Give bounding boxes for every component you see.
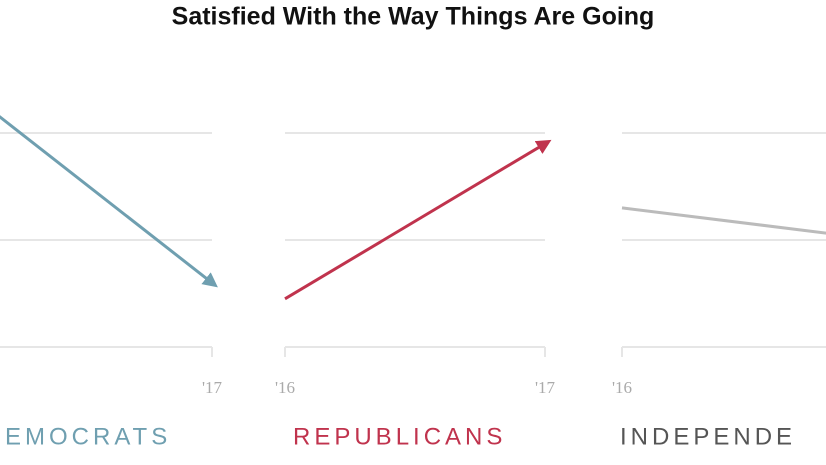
data-line [284, 139, 552, 301]
panel-label: REPUBLICANS [293, 423, 506, 450]
panel-label: EMOCRATS [5, 423, 171, 450]
panel-label: INDEPENDE [620, 423, 796, 450]
x-tick-label: '17 [202, 378, 223, 397]
data-line [621, 206, 826, 235]
x-tick-label: '17 [535, 378, 556, 397]
data-line [0, 115, 218, 288]
x-tick-label: '16 [612, 378, 632, 397]
x-tick-label: '16 [275, 378, 295, 397]
chart-title: Satisfied With the Way Things Are Going [172, 3, 655, 31]
